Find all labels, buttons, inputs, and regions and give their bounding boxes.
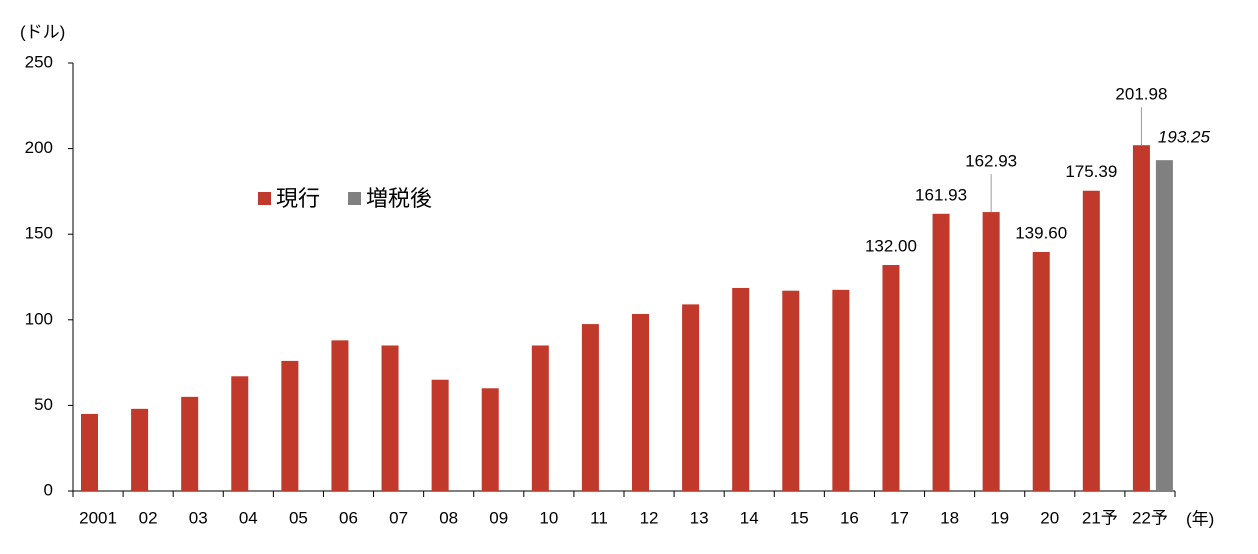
x-tick-label: 20 [1040, 508, 1059, 527]
y-unit: (ドル) [20, 22, 65, 41]
x-tick-label: 08 [439, 508, 458, 527]
bar [231, 376, 249, 491]
value-label: 175.39 [1065, 162, 1117, 181]
legend-swatch [258, 192, 271, 205]
bar [1132, 145, 1150, 491]
bar [882, 265, 900, 491]
bar [932, 213, 950, 492]
bar [1082, 190, 1100, 492]
x-tick-label: 15 [790, 508, 809, 527]
bar [581, 324, 599, 491]
value-label: 193.25 [1158, 128, 1211, 147]
bar [1032, 252, 1050, 491]
legend-label: 増税後 [366, 186, 432, 211]
x-tick-label: 16 [840, 508, 859, 527]
x-tick-label: 04 [239, 508, 258, 527]
bar [281, 360, 299, 491]
x-tick-label: 19 [990, 508, 1009, 527]
x-tick-label: 10 [539, 508, 558, 527]
x-tick-label: 12 [640, 508, 659, 527]
bar [632, 313, 649, 491]
x-tick-label: 02 [139, 508, 158, 527]
x-tick-label: 06 [339, 508, 358, 527]
value-label: 132.00 [865, 237, 917, 256]
x-unit: (年) [1186, 509, 1214, 528]
x-tick-label: 05 [289, 508, 308, 527]
x-tick-label: 18 [940, 508, 959, 527]
bar [481, 388, 499, 491]
bar [1155, 160, 1173, 491]
bar [131, 408, 149, 491]
bar [832, 289, 850, 491]
y-tick-label: 100 [25, 309, 53, 328]
bar [181, 396, 199, 491]
x-tick-label: 13 [690, 508, 709, 527]
x-tick-label: 14 [740, 508, 759, 527]
value-label: 162.93 [965, 152, 1017, 171]
x-tick-label: 11 [590, 508, 608, 527]
value-label: 161.93 [915, 185, 967, 204]
legend-label: 現行 [276, 186, 320, 211]
y-tick-label: 250 [25, 52, 53, 71]
x-tick-label: 21予 [1082, 508, 1118, 527]
y-tick-label: 0 [44, 480, 53, 499]
bar [982, 212, 1000, 491]
bar [682, 304, 700, 491]
bar [732, 287, 750, 491]
value-label: 139.60 [1015, 223, 1067, 242]
x-tick-label: 17 [890, 508, 909, 527]
x-tick-label: 07 [389, 508, 408, 527]
y-tick-label: 150 [25, 224, 53, 243]
value-label: 201.98 [1115, 85, 1167, 104]
bar [782, 290, 800, 491]
bar [381, 345, 399, 491]
x-tick-label: 2001 [79, 508, 117, 527]
bar [431, 379, 449, 491]
bar [331, 340, 349, 491]
y-tick-label: 200 [25, 138, 53, 157]
legend-swatch [348, 192, 362, 205]
x-tick-label: 22予 [1132, 508, 1168, 527]
bar [81, 413, 98, 491]
y-tick-label: 50 [34, 395, 53, 414]
bar [531, 345, 549, 491]
x-tick-label: 09 [489, 508, 508, 527]
x-tick-label: 03 [189, 508, 208, 527]
